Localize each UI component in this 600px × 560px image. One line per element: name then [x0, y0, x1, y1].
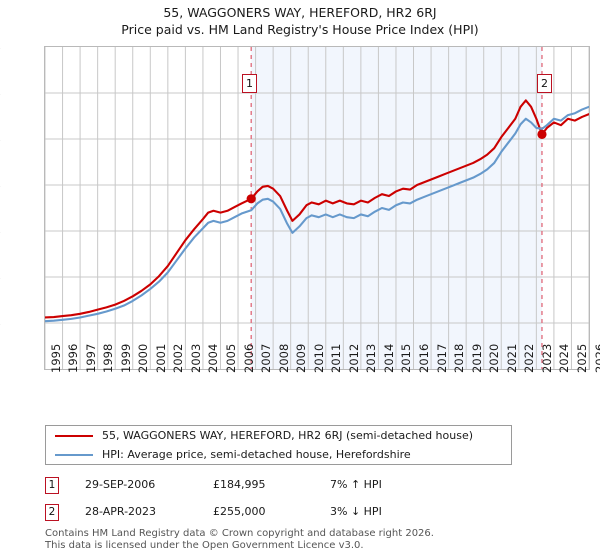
x-axis-tick-2000: 2000: [136, 343, 151, 373]
chart-title-block: 55, WAGGONERS WAY, HEREFORD, HR2 6RJ Pri…: [0, 0, 600, 38]
x-axis-tick-2017: 2017: [434, 343, 449, 373]
x-axis-tick-2009: 2009: [294, 343, 309, 373]
x-axis-tick-2026: 2026: [592, 343, 600, 373]
transaction-hpi-delta-2: 3% ↓ HPI: [330, 505, 382, 518]
legend-swatch-hpi: [55, 453, 93, 456]
legend-label-hpi: HPI: Average price, semi-detached house,…: [102, 448, 411, 461]
page-title: 55, WAGGONERS WAY, HEREFORD, HR2 6RJ: [163, 5, 437, 20]
chart-callout-2[interactable]: 2: [537, 74, 552, 93]
transaction-date-2: 28-APR-2023: [85, 505, 157, 518]
page-subtitle: Price paid vs. HM Land Registry's House …: [121, 22, 479, 37]
x-axis-tick-2019: 2019: [469, 343, 484, 373]
x-axis-tick-2022: 2022: [522, 343, 537, 373]
x-axis-tick-2012: 2012: [346, 343, 361, 373]
footer-attribution: Contains HM Land Registry data © Crown c…: [45, 528, 585, 552]
legend-item-hpi: HPI: Average price, semi-detached house,…: [46, 445, 511, 464]
x-axis-tick-1995: 1995: [48, 343, 63, 373]
x-axis-tick-2002: 2002: [171, 343, 186, 373]
x-axis-tick-2018: 2018: [452, 343, 467, 373]
transaction-price-1: £184,995: [213, 478, 266, 491]
price-history-chart: [45, 47, 589, 369]
x-axis-tick-2010: 2010: [311, 343, 326, 373]
transaction-row-1[interactable]: 1 29-SEP-2006 £184,995 7% ↑ HPI: [45, 476, 515, 499]
transaction-row-2[interactable]: 2 28-APR-2023 £255,000 3% ↓ HPI: [45, 503, 515, 526]
transaction-date-1: 29-SEP-2006: [85, 478, 156, 491]
legend-swatch-property: [55, 434, 93, 437]
x-axis-tick-2008: 2008: [276, 343, 291, 373]
transaction-badge-2: 2: [45, 504, 59, 521]
x-axis-tick-2006: 2006: [241, 343, 256, 373]
x-axis-tick-2001: 2001: [153, 343, 168, 373]
x-axis-tick-1996: 1996: [66, 343, 81, 373]
footer-line-2: This data is licensed under the Open Gov…: [45, 540, 364, 551]
x-axis-tick-2021: 2021: [504, 343, 519, 373]
x-axis-tick-1997: 1997: [83, 343, 98, 373]
transaction-price-2: £255,000: [213, 505, 266, 518]
transaction-badge-1: 1: [45, 477, 59, 494]
x-axis-tick-2024: 2024: [557, 343, 572, 373]
legend-item-property: 55, WAGGONERS WAY, HEREFORD, HR2 6RJ (se…: [46, 426, 511, 445]
x-axis-tick-1998: 1998: [101, 343, 116, 373]
footer-line-1: Contains HM Land Registry data © Crown c…: [45, 528, 434, 539]
chart-callout-1[interactable]: 1: [242, 74, 257, 93]
legend-label-property: 55, WAGGONERS WAY, HEREFORD, HR2 6RJ (se…: [102, 429, 474, 442]
x-axis-tick-2011: 2011: [329, 343, 344, 373]
x-axis-tick-2025: 2025: [574, 343, 589, 373]
x-axis-tick-1999: 1999: [118, 343, 133, 373]
x-axis-tick-2003: 2003: [188, 343, 203, 373]
x-axis-tick-2014: 2014: [381, 343, 396, 373]
chart-plot-area: [44, 46, 590, 370]
chart-legend: 55, WAGGONERS WAY, HEREFORD, HR2 6RJ (se…: [45, 425, 512, 465]
x-axis-tick-2015: 2015: [399, 343, 414, 373]
x-axis-tick-2016: 2016: [417, 343, 432, 373]
x-axis-tick-2013: 2013: [364, 343, 379, 373]
transaction-hpi-delta-1: 7% ↑ HPI: [330, 478, 382, 491]
x-axis-tick-2007: 2007: [259, 343, 274, 373]
x-axis-tick-2004: 2004: [206, 343, 221, 373]
x-axis-tick-2020: 2020: [487, 343, 502, 373]
x-axis-tick-2023: 2023: [539, 343, 554, 373]
x-axis-tick-2005: 2005: [223, 343, 238, 373]
